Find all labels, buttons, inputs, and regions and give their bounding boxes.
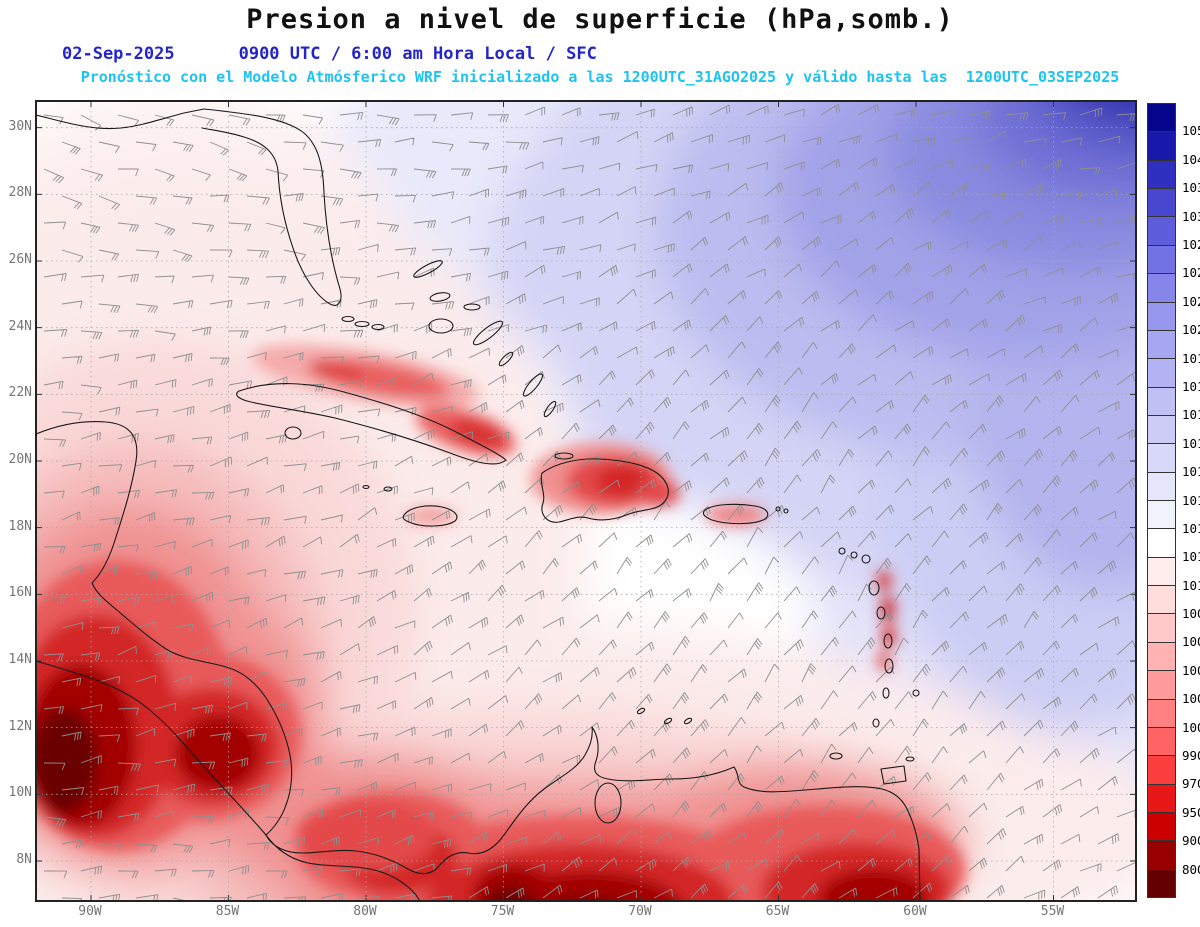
colorbar-cell — [1148, 727, 1175, 757]
lat-label: 8N — [16, 851, 32, 867]
colorbar-label: 1000 — [1182, 719, 1200, 735]
colorbar-cell — [1148, 472, 1175, 502]
lon-label: 65W — [765, 904, 790, 919]
colorbar-label: 1002 — [1182, 691, 1200, 707]
lon-label: 60W — [903, 904, 927, 919]
colorbar-label: 1004 — [1182, 662, 1200, 678]
colorbar-cell — [1148, 160, 1175, 190]
colorbar-cell — [1148, 501, 1175, 530]
pressure-map — [36, 101, 1136, 901]
colorbar-label: 1019 — [1182, 350, 1200, 366]
colorbar-cell — [1148, 274, 1175, 303]
colorbar-label: 1050 — [1182, 123, 1200, 139]
lat-label: 30N — [8, 118, 32, 134]
colorbar-label: 1022 — [1182, 293, 1200, 309]
lon-label: 85W — [215, 904, 240, 919]
colorbar-cell — [1148, 245, 1175, 275]
colorbar-label: 1028 — [1182, 236, 1200, 252]
colorbar-cell — [1148, 756, 1175, 785]
datetime-line: 02-Sep-2025 0900 UTC / 6:00 am Hora Loca… — [62, 44, 597, 64]
colorbar-label: 1017 — [1182, 407, 1200, 423]
valid-time: 0900 UTC / 6:00 am Hora Local / SFC — [238, 44, 597, 64]
colorbar-label: 900 — [1182, 833, 1200, 849]
colorbar-cell — [1148, 841, 1175, 870]
colorbar-cell — [1148, 104, 1175, 133]
lat-label: 12N — [8, 718, 32, 734]
colorbar-cell — [1148, 614, 1175, 643]
colorbar-cell — [1148, 132, 1175, 161]
colorbar-cell — [1148, 415, 1175, 445]
lat-label: 22N — [8, 385, 32, 401]
colorbar-label: 1014 — [1182, 492, 1200, 508]
colorbar-cell — [1148, 557, 1175, 587]
colorbar-label: 970 — [1182, 776, 1200, 792]
wind-barbs-layer — [43, 103, 1136, 901]
colorbar-label: 1035 — [1182, 180, 1200, 196]
lat-label: 14N — [8, 651, 32, 667]
lon-label: 75W — [490, 904, 515, 919]
colorbar-label: 1030 — [1182, 208, 1200, 224]
colorbar — [1147, 103, 1176, 898]
colorbar-cell — [1148, 869, 1175, 898]
pressure-shading-layer — [36, 101, 1136, 901]
colorbar-cell — [1148, 302, 1175, 331]
colorbar-cell — [1148, 330, 1175, 360]
lon-label: 55W — [1040, 904, 1065, 919]
lat-label: 18N — [8, 518, 32, 534]
colorbar-label: 1006 — [1182, 634, 1200, 650]
colorbar-label: 800 — [1182, 861, 1200, 877]
colorbar-label: 1040 — [1182, 151, 1200, 167]
colorbar-cell — [1148, 586, 1175, 615]
colorbar-cell — [1148, 189, 1175, 218]
colorbar-label: 990 — [1182, 748, 1200, 764]
colorbar-cell — [1148, 784, 1175, 813]
colorbar-labels: 1050 1040 1035 1030 1028 1025 1022 1020 1019 1018… — [1182, 103, 1200, 898]
colorbar-cell — [1148, 699, 1175, 728]
lon-label: 70W — [628, 904, 652, 919]
colorbar-label: 1018 — [1182, 378, 1200, 394]
colorbar-cell — [1148, 812, 1175, 842]
lat-label: 16N — [8, 585, 32, 601]
page-title: Presion a nivel de superficie (hPa,somb.… — [246, 4, 954, 35]
map-frame: Sisπ - ONAMET/REP.DOM. — [35, 100, 1137, 902]
valid-date: 02-Sep-2025 — [62, 44, 175, 64]
colorbar-label: 1016 — [1182, 435, 1200, 451]
colorbar-label: 1020 — [1182, 322, 1200, 338]
lon-label: 90W — [78, 904, 102, 919]
lon-label: 80W — [353, 904, 377, 919]
coastlines-layer — [36, 108, 921, 901]
colorbar-cell — [1148, 444, 1175, 473]
colorbar-label: 1025 — [1182, 265, 1200, 281]
colorbar-cell — [1148, 642, 1175, 672]
colorbar-label: 1013 — [1182, 520, 1200, 536]
lat-label: 26N — [8, 251, 32, 267]
colorbar-cell — [1148, 359, 1175, 388]
colorbar-cell — [1148, 387, 1175, 416]
colorbar-cell — [1148, 671, 1175, 700]
colorbar-label: 1008 — [1182, 606, 1200, 622]
lat-label: 10N — [8, 785, 32, 801]
colorbar-label: 1012 — [1182, 549, 1200, 565]
lat-label: 20N — [8, 451, 32, 467]
colorbar-cell — [1148, 529, 1175, 558]
lat-label: 24N — [8, 318, 32, 334]
colorbar-label: 1015 — [1182, 464, 1200, 480]
colorbar-cell — [1148, 217, 1175, 246]
forecast-info-line: Pronóstico con el Modelo Atmósferico WRF… — [80, 68, 1120, 86]
lat-label: 28N — [8, 185, 32, 201]
colorbar-label: 950 — [1182, 804, 1200, 820]
